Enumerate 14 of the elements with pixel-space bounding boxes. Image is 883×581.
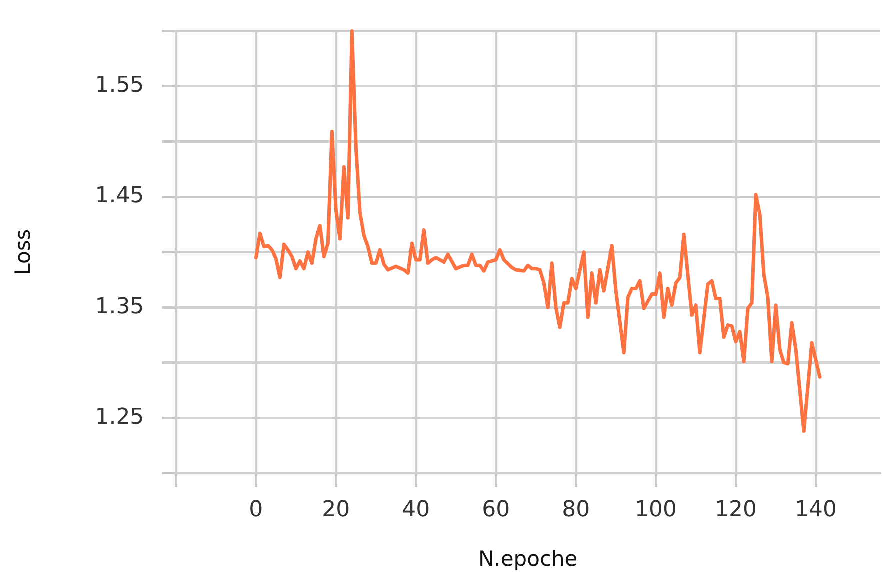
- x-axis-title: N.epoche: [478, 546, 578, 571]
- y-tick-label: 1.35: [95, 294, 144, 320]
- y-tick-label: 1.25: [95, 404, 144, 430]
- y-axis-title: Loss: [11, 229, 36, 276]
- x-tick-label: 0: [249, 497, 264, 522]
- x-tick-label: 60: [482, 497, 510, 522]
- y-tick-label: 1.45: [95, 184, 144, 209]
- x-tick-label: 40: [402, 497, 430, 522]
- x-tick-label: 100: [635, 497, 678, 522]
- x-tick-label: 120: [715, 497, 758, 522]
- y-tick-label: 1.55: [95, 73, 144, 98]
- x-tick-label: 20: [322, 497, 350, 522]
- x-tick-label: 80: [562, 497, 590, 522]
- x-tick-label: 140: [795, 497, 838, 522]
